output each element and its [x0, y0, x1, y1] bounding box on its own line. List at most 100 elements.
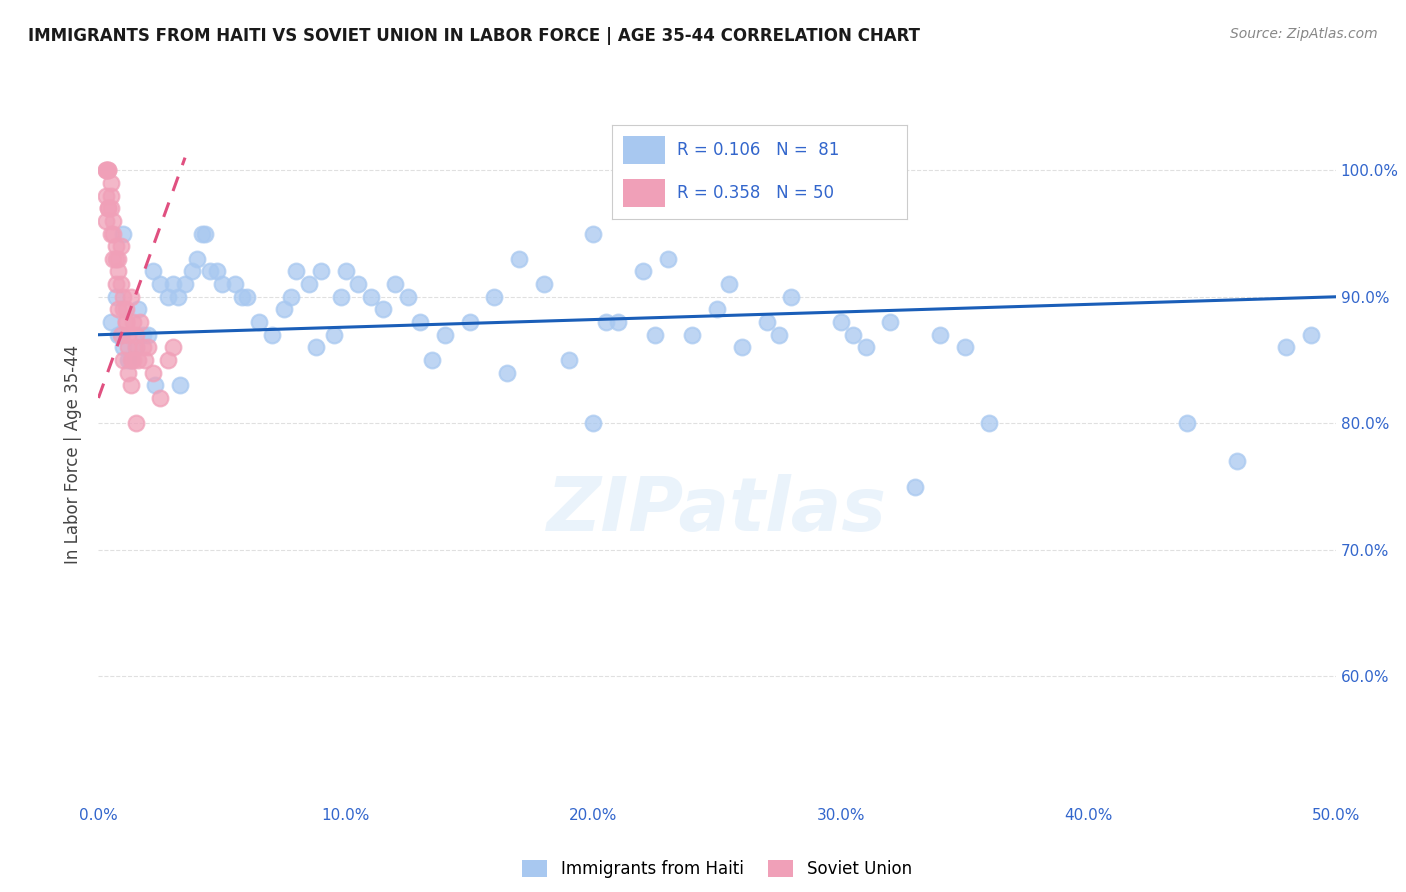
Point — [174, 277, 197, 292]
Point — [1175, 417, 1198, 431]
Point — [1299, 327, 1322, 342]
Point — [181, 264, 204, 278]
Point — [657, 252, 679, 266]
Point — [117, 353, 139, 368]
Point — [162, 340, 184, 354]
Point — [112, 290, 135, 304]
Point — [100, 176, 122, 190]
Point — [205, 264, 228, 278]
Point — [122, 353, 145, 368]
Point — [273, 302, 295, 317]
Point — [285, 264, 308, 278]
Point — [94, 214, 117, 228]
Text: R = 0.106   N =  81: R = 0.106 N = 81 — [676, 141, 839, 159]
Point — [595, 315, 617, 329]
Point — [305, 340, 328, 354]
Point — [247, 315, 270, 329]
Point — [127, 302, 149, 317]
Point — [718, 277, 741, 292]
Point — [136, 340, 159, 354]
Point — [224, 277, 246, 292]
Point — [97, 201, 120, 215]
Point — [855, 340, 877, 354]
Point — [107, 264, 129, 278]
Point — [166, 290, 188, 304]
Point — [731, 340, 754, 354]
Point — [928, 327, 950, 342]
Point — [94, 163, 117, 178]
Point — [533, 277, 555, 292]
Point — [371, 302, 394, 317]
Point — [97, 163, 120, 178]
Point — [94, 188, 117, 202]
Point — [582, 417, 605, 431]
Point — [117, 366, 139, 380]
Point — [134, 353, 156, 368]
Point — [156, 290, 179, 304]
Point — [979, 417, 1001, 431]
Point — [103, 214, 125, 228]
Point — [120, 378, 142, 392]
Point — [103, 227, 125, 241]
Point — [495, 366, 517, 380]
Point — [117, 327, 139, 342]
Point — [110, 327, 132, 342]
Point — [143, 378, 166, 392]
Point — [644, 327, 666, 342]
Point — [124, 340, 146, 354]
Y-axis label: In Labor Force | Age 35-44: In Labor Force | Age 35-44 — [65, 345, 83, 565]
Point — [97, 163, 120, 178]
Point — [112, 302, 135, 317]
Point — [124, 417, 146, 431]
Point — [110, 327, 132, 342]
Point — [335, 264, 357, 278]
Point — [755, 315, 778, 329]
Bar — [623, 136, 665, 164]
Point — [103, 252, 125, 266]
Point — [112, 340, 135, 354]
Point — [107, 327, 129, 342]
Point — [780, 290, 803, 304]
Point — [97, 201, 120, 215]
Point — [149, 277, 172, 292]
Point — [631, 264, 654, 278]
Point — [322, 327, 344, 342]
Point — [104, 277, 127, 292]
Point — [100, 315, 122, 329]
Point — [186, 252, 208, 266]
Point — [582, 227, 605, 241]
Point — [114, 315, 136, 329]
Point — [607, 315, 630, 329]
Point — [211, 277, 233, 292]
Point — [132, 327, 155, 342]
Point — [280, 290, 302, 304]
Point — [953, 340, 976, 354]
Text: R = 0.358   N = 50: R = 0.358 N = 50 — [676, 185, 834, 202]
Point — [309, 264, 332, 278]
Point — [260, 327, 283, 342]
Point — [132, 340, 155, 354]
Point — [122, 315, 145, 329]
Bar — [623, 179, 665, 207]
Point — [94, 163, 117, 178]
Point — [156, 353, 179, 368]
Point — [124, 327, 146, 342]
Text: IMMIGRANTS FROM HAITI VS SOVIET UNION IN LABOR FORCE | AGE 35-44 CORRELATION CHA: IMMIGRANTS FROM HAITI VS SOVIET UNION IN… — [28, 27, 920, 45]
Point — [112, 227, 135, 241]
Point — [329, 290, 352, 304]
Point — [508, 252, 530, 266]
Point — [409, 315, 432, 329]
Point — [162, 277, 184, 292]
Point — [127, 353, 149, 368]
Point — [104, 239, 127, 253]
Point — [458, 315, 481, 329]
Point — [100, 188, 122, 202]
Point — [681, 327, 703, 342]
Text: Source: ZipAtlas.com: Source: ZipAtlas.com — [1230, 27, 1378, 41]
Point — [107, 252, 129, 266]
Point — [768, 327, 790, 342]
Point — [191, 227, 214, 241]
Point — [706, 302, 728, 317]
Point — [136, 327, 159, 342]
Point — [879, 315, 901, 329]
